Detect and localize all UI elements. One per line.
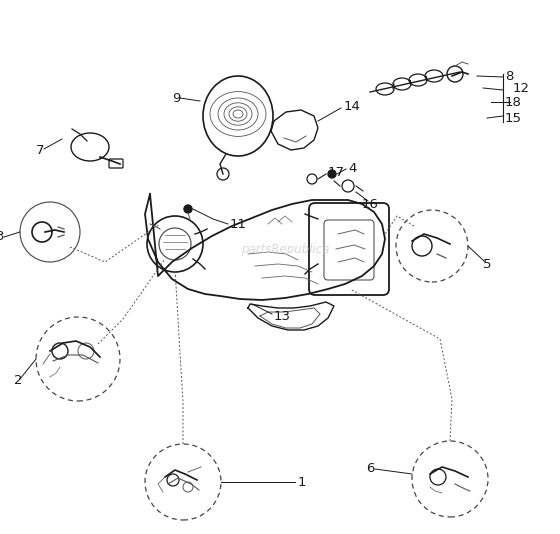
Text: 5: 5 xyxy=(483,257,491,271)
Text: 17: 17 xyxy=(328,166,345,178)
Circle shape xyxy=(412,236,432,256)
Circle shape xyxy=(328,170,336,178)
Circle shape xyxy=(342,180,354,192)
Text: 6: 6 xyxy=(366,462,374,475)
Text: 1: 1 xyxy=(298,475,306,489)
Text: 13: 13 xyxy=(274,310,291,323)
Text: 9: 9 xyxy=(172,91,180,105)
Circle shape xyxy=(307,174,317,184)
Text: 16: 16 xyxy=(362,198,379,210)
Text: 7: 7 xyxy=(36,145,44,158)
Text: 14: 14 xyxy=(344,99,361,113)
Text: 4: 4 xyxy=(348,162,356,176)
Circle shape xyxy=(32,222,52,242)
Text: 3: 3 xyxy=(0,231,4,244)
Text: partsRepublica: partsRepublica xyxy=(241,242,329,255)
Circle shape xyxy=(78,343,94,359)
Circle shape xyxy=(184,205,192,213)
Circle shape xyxy=(430,469,446,485)
Text: 8: 8 xyxy=(505,69,514,82)
Text: 11: 11 xyxy=(230,218,247,232)
Circle shape xyxy=(52,343,68,359)
Text: 15: 15 xyxy=(505,113,522,125)
Text: 2: 2 xyxy=(14,374,22,388)
Circle shape xyxy=(183,482,193,492)
Text: 18: 18 xyxy=(505,96,522,108)
Circle shape xyxy=(217,168,229,180)
Circle shape xyxy=(167,474,179,486)
Circle shape xyxy=(447,66,463,82)
Text: 12: 12 xyxy=(513,82,530,96)
